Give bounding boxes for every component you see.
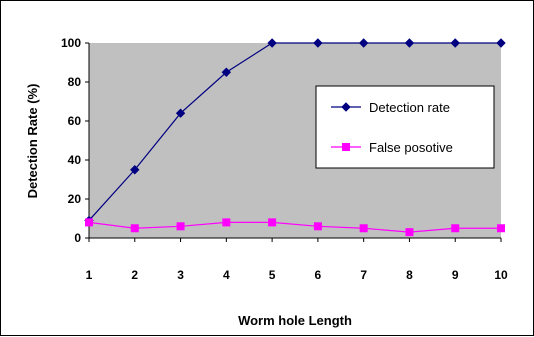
data-point: [496, 38, 506, 48]
legend-swatch-marker: [342, 143, 350, 151]
data-point: [175, 108, 186, 118]
legend-swatch-marker: [341, 102, 351, 112]
data-point: [451, 224, 460, 233]
legend-label: Detection rate: [369, 100, 450, 115]
data-point: [130, 165, 140, 175]
y-tick-label: 100: [61, 36, 81, 50]
x-tick-label: 3: [177, 268, 184, 282]
y-tick-label: 60: [68, 114, 82, 128]
data-point: [450, 38, 460, 48]
data-point: [85, 218, 93, 227]
data-point: [130, 224, 139, 233]
y-tick-label: 80: [68, 75, 82, 89]
legend-label: False posotive: [369, 140, 453, 155]
data-point: [313, 38, 323, 48]
x-ticks: 1 2 3 4 5 6 7 8 9 10: [86, 238, 508, 282]
y-tick-label: 40: [68, 153, 82, 167]
x-tick-label: 8: [406, 268, 413, 282]
data-point: [313, 222, 322, 231]
data-point: [176, 222, 185, 231]
x-tick-label: 6: [315, 268, 322, 282]
legend-entries: Detection rate False posotive: [331, 100, 453, 155]
data-point: [359, 224, 368, 233]
x-tick-label: 2: [131, 268, 138, 282]
data-point: [358, 38, 369, 48]
legend-box: [315, 85, 495, 169]
y-axis-title: Detection Rate (%): [25, 84, 40, 199]
y-tick-label: 0: [74, 231, 81, 245]
data-point: [405, 228, 414, 237]
y-ticks: 0 20 40 60 80 100: [61, 36, 89, 245]
data-point: [221, 67, 232, 77]
y-tick-label: 20: [68, 192, 82, 206]
x-axis-title: Worm hole Length: [238, 313, 352, 328]
x-tick-label: 9: [452, 268, 459, 282]
data-point: [497, 224, 505, 233]
series-line: [88, 42, 501, 221]
x-tick-label: 1: [86, 268, 93, 282]
legend: Detection rate False posotive: [315, 85, 495, 169]
series-line: [88, 221, 501, 233]
data-point: [404, 38, 415, 48]
x-tick-label: 7: [360, 268, 367, 282]
x-tick-label: 5: [269, 268, 276, 282]
x-tick-label: 10: [494, 268, 508, 282]
x-tick-label: 4: [223, 268, 230, 282]
series-layer: [84, 38, 506, 237]
data-point: [268, 218, 277, 227]
data-point: [267, 38, 277, 48]
data-point: [222, 218, 231, 227]
